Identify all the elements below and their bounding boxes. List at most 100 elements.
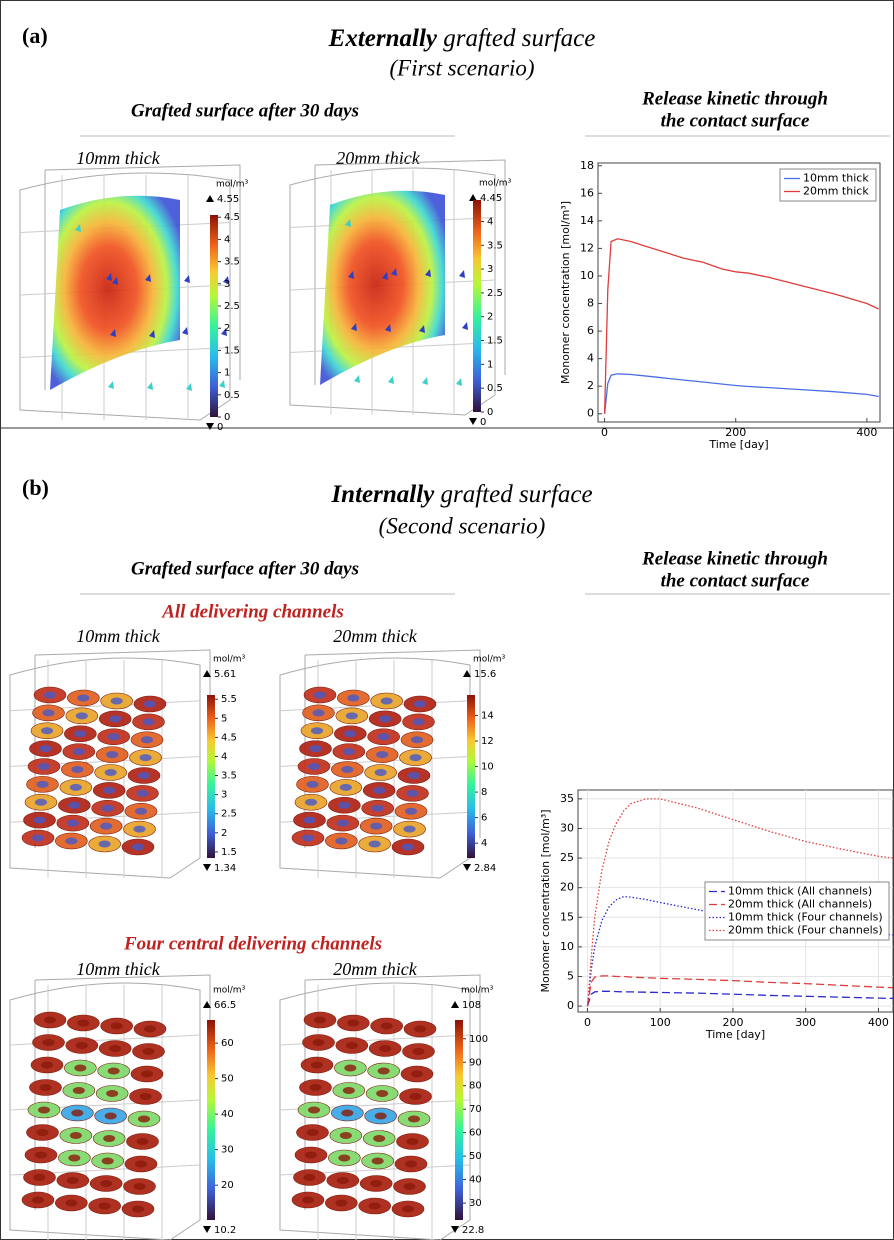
- channel-hole: [342, 1087, 355, 1094]
- channel-hole: [368, 840, 381, 848]
- channel-hole: [314, 1016, 326, 1024]
- flux-arrow: [382, 272, 388, 280]
- channel-hole: [39, 745, 52, 753]
- channel-hole: [35, 1151, 47, 1159]
- panel-label: (b): [22, 475, 49, 500]
- channel-hole: [98, 1202, 111, 1210]
- channel-hole: [335, 1199, 348, 1207]
- channel-hole: [98, 840, 111, 848]
- channel-hole: [66, 1177, 79, 1184]
- wireframe-box: [9, 982, 201, 1240]
- y-tick-label: 35: [560, 792, 574, 805]
- colorbar-tick-label: 4.5: [224, 212, 240, 223]
- channel-hole: [32, 1196, 44, 1204]
- flux-arrow: [219, 380, 225, 388]
- channel-hole: [344, 730, 357, 738]
- channel-hole: [38, 1106, 50, 1114]
- flux-arrow: [108, 381, 114, 389]
- channel-hole: [336, 819, 349, 827]
- channel-hole: [368, 1202, 381, 1210]
- title-rest: grafted surface: [440, 481, 592, 508]
- data-line: [603, 373, 879, 414]
- grafted-surface: [320, 190, 445, 385]
- grafted-surface: [50, 195, 180, 390]
- channel-hole: [370, 1180, 383, 1187]
- flux-arrow: [425, 269, 431, 277]
- colorbar-tick-label: 5: [221, 713, 227, 724]
- max-marker: [451, 1001, 459, 1008]
- y-tick-label: 14: [580, 214, 594, 227]
- channel-hole: [71, 766, 84, 773]
- colorbar-min: 0: [217, 422, 223, 433]
- channel-hole: [411, 736, 423, 744]
- colorbar-tick-label: 0.5: [224, 390, 240, 401]
- channel-hole: [71, 1109, 84, 1117]
- channel-hole: [42, 1039, 55, 1046]
- right-heading: Release kinetic through: [641, 88, 828, 109]
- channel-hole: [338, 1154, 351, 1162]
- flux-arrow: [186, 383, 192, 391]
- flux-arrow: [388, 376, 394, 384]
- channel-hole: [371, 804, 384, 812]
- channel-hole: [110, 1022, 123, 1030]
- colorbar-tick-label: 3.5: [487, 240, 503, 251]
- colorbar-tick-label: 20: [221, 1180, 234, 1191]
- channel-hole: [405, 1160, 417, 1168]
- channel-hole: [335, 837, 348, 845]
- channel-hole: [106, 751, 119, 759]
- colorbar-tick-label: 4: [221, 751, 227, 762]
- flux-arrow: [223, 276, 229, 284]
- colorbar-tick-label: 60: [221, 1038, 234, 1049]
- flux-arrow: [147, 382, 153, 390]
- title-emphasis: Internally: [330, 481, 435, 508]
- colorbar-tick-label: 80: [469, 1081, 482, 1092]
- channel-hole: [100, 1180, 113, 1187]
- channel-hole: [344, 1064, 357, 1072]
- channel-hole: [138, 772, 150, 779]
- channel-hole: [36, 780, 49, 788]
- colorbar-tick-label: 14: [481, 710, 494, 721]
- colorbar-unit: mol/m³: [216, 180, 249, 190]
- channel-hole: [309, 1084, 322, 1091]
- colorbar-max: 4.55: [217, 194, 239, 205]
- channel-hole: [68, 1154, 81, 1162]
- render-label: 20mm thick: [333, 959, 417, 979]
- colorbar-tick-label: 30: [221, 1145, 234, 1156]
- colorbar-tick-label: 1.5: [221, 847, 237, 858]
- colorbar-min: 10.2: [214, 1225, 236, 1236]
- channel-hole: [409, 754, 422, 762]
- channel-hole: [414, 1025, 426, 1033]
- colorbar: [207, 1020, 215, 1220]
- colorbar-tick-label: 2.5: [221, 809, 237, 820]
- channel-hole: [374, 769, 387, 776]
- flux-arrow: [462, 322, 468, 330]
- channel-hole: [141, 736, 153, 744]
- colorbar-tick-label: 30: [469, 1198, 482, 1209]
- channel-hole: [341, 766, 354, 773]
- colorbar-tick-label: 70: [469, 1104, 482, 1115]
- channel-hole: [403, 1183, 416, 1190]
- channel-hole: [77, 1019, 90, 1027]
- channel-hole: [41, 727, 53, 735]
- channel-hole: [402, 843, 414, 851]
- channel-hole: [345, 712, 358, 720]
- channel-hole: [338, 801, 351, 809]
- channel-hole: [69, 783, 82, 791]
- flux-arrow: [75, 224, 81, 232]
- channel-hole: [109, 1045, 122, 1052]
- flux-arrow: [345, 219, 351, 227]
- channel-hole: [139, 754, 152, 762]
- x-tick-label: 0: [601, 426, 608, 439]
- colorbar-tick-label: 3: [221, 790, 227, 801]
- channel-hole: [144, 1025, 156, 1033]
- legend-label: 10mm thick: [803, 172, 869, 185]
- flux-arrow: [348, 271, 354, 279]
- channel-hole: [44, 691, 56, 699]
- colorbar-max: 5.61: [214, 669, 236, 680]
- channel-hole: [100, 822, 113, 830]
- y-axis-label: Monomer concentration [mol/m³]: [559, 201, 572, 384]
- colorbar-tick-label: 8: [481, 787, 487, 798]
- flux-arrow: [419, 325, 425, 333]
